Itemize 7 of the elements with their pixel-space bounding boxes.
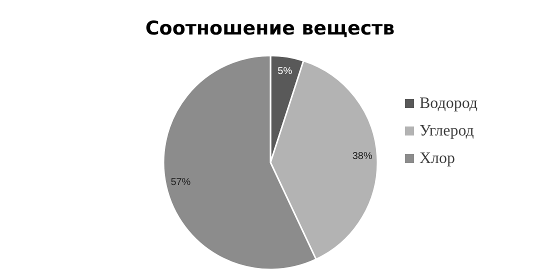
data-label: 5% bbox=[278, 66, 292, 78]
chart-title: Соотношение веществ bbox=[145, 18, 395, 40]
legend-label: Хлор bbox=[420, 150, 456, 167]
legend-label: Углерод bbox=[420, 122, 474, 140]
legend-label: Водород bbox=[420, 95, 478, 112]
data-label: 57% bbox=[170, 177, 191, 188]
data-label: 38% bbox=[352, 151, 372, 162]
